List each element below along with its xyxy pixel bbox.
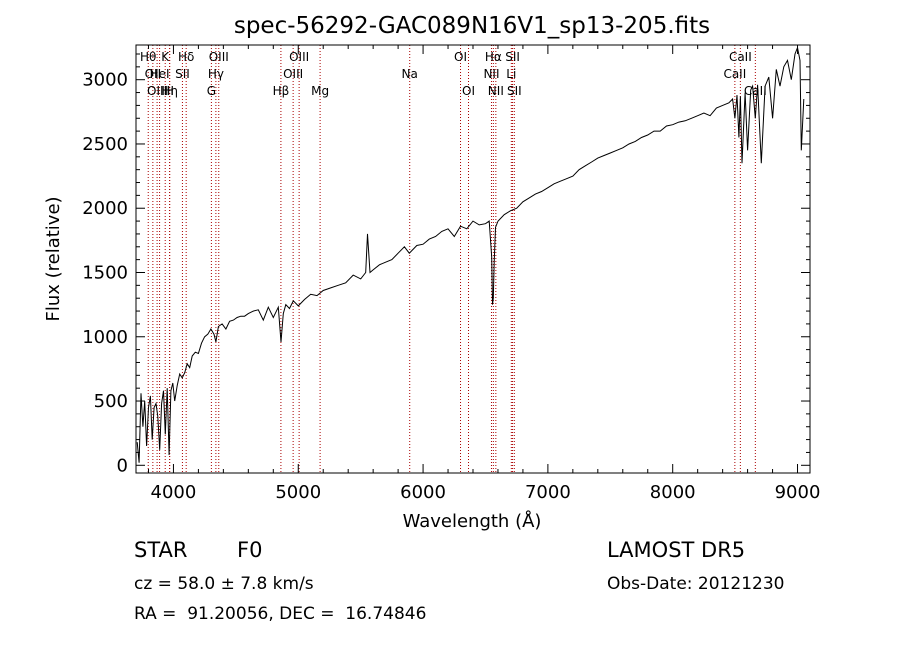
spectral-line-label: H (165, 84, 174, 98)
spectral-line-label: SII (507, 84, 522, 98)
spectral-line-label: Hδ (178, 50, 194, 64)
object-subclass: F0 (237, 538, 263, 562)
object-class: STAR (134, 538, 188, 562)
y-tick-label: 0 (117, 455, 128, 476)
spectrum-series (136, 45, 805, 463)
spectral-line-label: CaII (729, 50, 752, 64)
x-tick-label: 8000 (650, 482, 696, 503)
spectral-line-label: OI (462, 84, 475, 98)
x-tick-label: 6000 (400, 482, 446, 503)
y-tick-label: 1500 (82, 262, 128, 283)
spectral-line-labels: HθOIIOIIIHeIKHηHSIIHδGHγOIIIHβOIIIOIIIMg… (140, 50, 767, 98)
spectral-line-label: NII (488, 84, 504, 98)
spectral-line-label: OI (454, 50, 467, 64)
y-tick-label: 2500 (82, 134, 128, 155)
spectral-line-label: HeI (150, 67, 170, 81)
chart-title: spec-56292-GAC089N16V1_sp13-205.fits (234, 13, 710, 39)
spectral-line-label: CaII (744, 84, 767, 98)
obs-date: Obs-Date: 20121230 (607, 574, 785, 594)
redshift-info: cz = 58.0 ± 7.8 km/s (134, 574, 314, 594)
survey-name: LAMOST DR5 (607, 538, 746, 562)
spectral-line-label: SII (175, 67, 190, 81)
spectral-line-label: OIII (209, 50, 229, 64)
spectral-line-label: OIII (283, 67, 303, 81)
x-tick-label: 5000 (275, 482, 321, 503)
spectral-line-label: Hθ (140, 50, 156, 64)
spectral-line-label: Hη (161, 84, 178, 98)
spectral-line-label: Mg (311, 84, 329, 98)
x-tick-label: 7000 (525, 482, 571, 503)
spectral-line-label: Hα (485, 50, 502, 64)
spectral-line-label: NII (483, 67, 499, 81)
spectral-line-label: Li (506, 67, 516, 81)
y-tick-label: 500 (94, 391, 128, 412)
spectral-line-label: Hβ (273, 84, 290, 98)
plot-frame (135, 44, 811, 474)
x-tick-label: 9000 (775, 482, 821, 503)
spectral-line-label: SII (505, 50, 520, 64)
spectral-line-label: Hγ (208, 67, 224, 81)
x-axis-label: Wavelength (Å) (403, 510, 542, 532)
y-axis-ticks: 0 500 1000 1500 2000 2500 3000 (82, 53, 810, 476)
spectral-line-label: Na (402, 67, 418, 81)
spectral-line-label: OII (145, 67, 162, 81)
spectral-line-label: OIII (147, 84, 167, 98)
spectrum-line (136, 45, 805, 463)
y-axis-label: Flux (relative) (43, 196, 64, 321)
spectral-line-label: CaII (723, 67, 746, 81)
y-tick-label: 3000 (82, 70, 128, 91)
x-axis-ticks: 4000 5000 6000 7000 8000 9000 (147, 45, 821, 503)
spectral-line-label: K (161, 50, 170, 64)
spectral-line-markers (147, 45, 756, 473)
spectral-line-label: OIII (289, 50, 309, 64)
coordinates: RA = 91.20056, DEC = 16.74846 (134, 604, 427, 624)
y-tick-label: 2000 (82, 198, 128, 219)
spectral-line-label: G (207, 84, 216, 98)
y-tick-label: 1000 (82, 327, 128, 348)
x-tick-label: 4000 (151, 482, 197, 503)
